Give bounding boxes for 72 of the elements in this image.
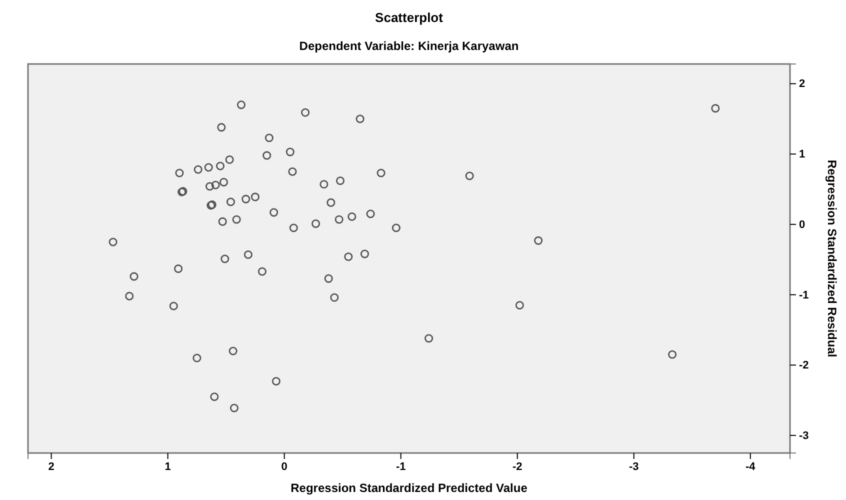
point xyxy=(534,236,543,245)
x-tick-label: 0 xyxy=(281,460,288,473)
point xyxy=(205,182,214,191)
point xyxy=(326,198,336,207)
y-tick-label: 0 xyxy=(799,218,806,231)
x-tick-label: 1 xyxy=(164,460,171,473)
point xyxy=(204,163,213,172)
point xyxy=(286,148,294,156)
point xyxy=(289,224,298,232)
point xyxy=(194,165,202,174)
point xyxy=(258,267,266,276)
point xyxy=(244,250,252,259)
point xyxy=(360,250,369,258)
point xyxy=(344,252,353,261)
x-tick-label: -2 xyxy=(512,460,522,473)
point xyxy=(108,238,118,246)
point xyxy=(301,108,310,117)
point xyxy=(320,180,328,189)
point xyxy=(228,346,238,356)
point xyxy=(211,180,220,190)
y-tick-label: -3 xyxy=(799,430,809,442)
point xyxy=(270,208,278,217)
point xyxy=(272,376,280,386)
point xyxy=(668,350,677,359)
point xyxy=(130,272,138,281)
point xyxy=(250,192,260,202)
point xyxy=(219,178,228,186)
point xyxy=(230,404,238,412)
point xyxy=(225,155,234,164)
y-tick-label: -2 xyxy=(799,360,809,372)
y-tick-label: 2 xyxy=(799,78,806,90)
point xyxy=(324,274,333,283)
point xyxy=(232,215,241,224)
point xyxy=(242,194,250,204)
point xyxy=(288,167,297,176)
x-tick-label: -1 xyxy=(396,460,406,473)
point xyxy=(376,168,386,178)
x-tick-label: -3 xyxy=(628,460,639,473)
x-tick-label: 2 xyxy=(48,460,54,473)
chart-subtitle: Dependent Variable: Kinerja Karyawan xyxy=(299,39,519,53)
point xyxy=(330,293,339,302)
x-tick-label: -4 xyxy=(745,460,756,473)
point xyxy=(424,334,434,343)
point xyxy=(175,168,184,178)
point xyxy=(392,224,400,232)
point xyxy=(210,392,219,401)
point xyxy=(465,172,474,180)
point xyxy=(220,254,230,264)
point xyxy=(336,176,345,186)
point xyxy=(515,301,524,310)
point xyxy=(711,104,720,113)
point xyxy=(312,219,320,228)
point xyxy=(192,354,202,362)
point xyxy=(334,215,344,224)
point xyxy=(356,114,364,124)
y-tick-label: -1 xyxy=(799,289,809,302)
point xyxy=(264,134,274,142)
chart-title: Scatterplot xyxy=(375,10,444,25)
y-axis-title: Regression Standardized Residual xyxy=(825,160,839,358)
point xyxy=(262,151,272,160)
point xyxy=(217,123,226,132)
x-axis-title: Regression Standardized Predicted Value xyxy=(290,481,528,495)
point xyxy=(348,212,356,221)
point xyxy=(226,198,235,206)
point xyxy=(125,292,134,300)
point xyxy=(366,210,375,218)
y-tick-label: 1 xyxy=(799,148,806,161)
point xyxy=(236,100,246,110)
point xyxy=(169,302,178,310)
point xyxy=(216,162,225,170)
point xyxy=(218,217,227,226)
point xyxy=(174,264,183,273)
